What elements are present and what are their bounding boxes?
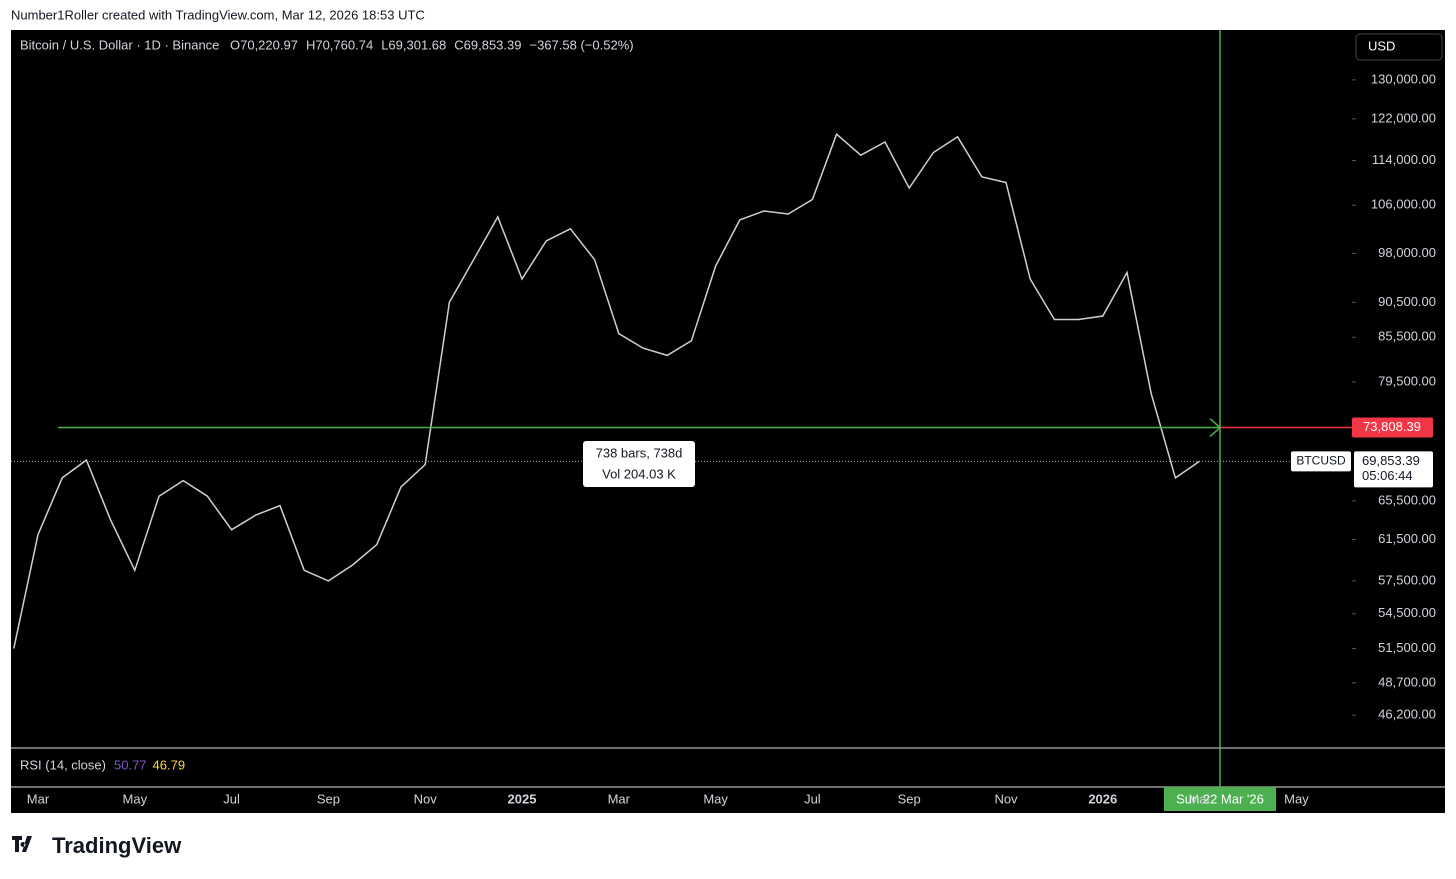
x-tick-label: May <box>123 791 148 806</box>
y-tick-label: 130,000.00 <box>1371 71 1436 86</box>
y-tick-label: 54,500.00 <box>1378 605 1436 620</box>
y-tick-label: 114,000.00 <box>1372 152 1436 167</box>
rsi-label: RSI (14, close) <box>20 757 106 772</box>
measure-label: 738 bars, 738d <box>596 445 683 460</box>
y-tick-label: 51,500.00 <box>1378 640 1436 655</box>
symbol-label: BTCUSD <box>1296 454 1346 468</box>
y-tick-label: 61,500.00 <box>1378 531 1436 546</box>
rsi-value: 50.77 <box>114 757 147 772</box>
x-tick-label: Mar <box>27 791 50 806</box>
chart-bg <box>11 30 1445 813</box>
x-tick-label: Jul <box>804 791 821 806</box>
y-tick-label: 46,200.00 <box>1378 707 1436 722</box>
countdown: 05:06:44 <box>1362 468 1413 483</box>
logo <box>12 836 32 852</box>
measure-box <box>583 441 695 487</box>
y-tick-label: 122,000.00 <box>1371 110 1436 125</box>
ohlc-label: C69,853.39 <box>454 37 521 52</box>
last-price-bg <box>1354 451 1433 488</box>
symbol-bg <box>1291 451 1351 472</box>
x-tick-label: 2026 <box>1088 791 1117 806</box>
x-tick-label: Nov <box>994 791 1018 806</box>
crosshair-label: Sun 22 Mar '26 <box>1176 791 1264 806</box>
x-tick-label: Sep <box>898 791 921 806</box>
y-tick-label: 48,700.00 <box>1378 674 1436 689</box>
brand: TradingView <box>52 833 182 858</box>
x-tick-label: Mar <box>608 791 631 806</box>
chart-title: Bitcoin / U.S. Dollar · 1D · Binance <box>20 37 219 52</box>
credit: Number1Roller created with TradingView.c… <box>11 7 425 22</box>
y-tick-label: 106,000.00 <box>1371 197 1436 212</box>
crosshair-label-bg <box>1164 787 1276 811</box>
rsi-value: 46.79 <box>153 757 186 772</box>
x-tick-label: May <box>1284 791 1309 806</box>
currency[interactable]: USD <box>1368 38 1395 53</box>
price-line <box>13 132 1201 649</box>
level-label-bg <box>1352 417 1433 438</box>
y-tick-label: 90,500.00 <box>1378 294 1436 309</box>
y-tick-label: 98,000.00 <box>1378 245 1436 260</box>
measure-label: Vol 204.03 K <box>602 466 676 481</box>
ohlc-label: O70,220.97 <box>230 37 298 52</box>
x-tick-label: Jul <box>223 791 240 806</box>
currency-button[interactable] <box>1355 33 1443 61</box>
x-tick-label: Nov <box>414 791 438 806</box>
x-tick-label: May <box>703 791 728 806</box>
x-tick-label: Sep <box>317 791 340 806</box>
x-tick-label: 2025 <box>508 791 537 806</box>
y-tick-label: 57,500.00 <box>1378 572 1436 587</box>
ohlc-label: −367.58 (−0.52%) <box>530 37 634 52</box>
x-tick-label: Mar <box>1188 791 1211 806</box>
y-tick-label: 79,500.00 <box>1378 373 1436 388</box>
y-tick-label: 65,500.00 <box>1378 492 1436 507</box>
last-price-label: 69,853.39 <box>1362 453 1420 468</box>
y-tick-label: 85,500.00 <box>1378 329 1436 344</box>
level-label: 73,808.39 <box>1363 419 1421 434</box>
ohlc-label: H70,760.74 <box>306 37 373 52</box>
ohlc-label: L69,301.68 <box>381 37 446 52</box>
